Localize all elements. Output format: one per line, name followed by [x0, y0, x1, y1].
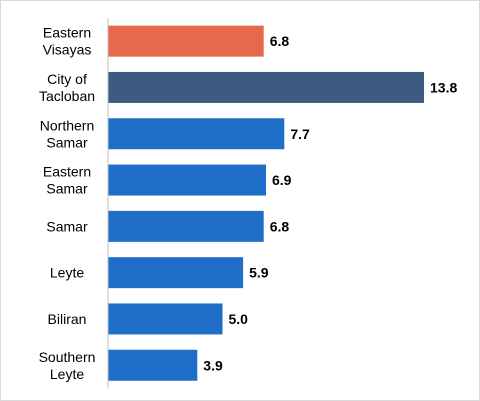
value-label: 7.7: [290, 126, 310, 142]
category-label: Leyte: [50, 265, 84, 281]
bar: [108, 25, 264, 57]
category-label: Biliran: [48, 311, 87, 327]
bars-group: [108, 25, 424, 381]
category-label: Visayas: [43, 42, 92, 58]
category-label: Eastern: [43, 164, 91, 180]
bar: [108, 118, 285, 150]
category-label: Samar: [46, 134, 88, 150]
value-label: 6.9: [272, 172, 292, 188]
category-label: City of: [47, 71, 87, 87]
category-label: Leyte: [50, 366, 84, 382]
value-label: 6.8: [270, 218, 290, 234]
bar: [108, 210, 264, 242]
bar: [108, 349, 198, 381]
value-label: 3.9: [203, 357, 223, 373]
bar: [108, 71, 424, 103]
category-label: Samar: [46, 218, 88, 234]
category-label: Samar: [46, 181, 88, 197]
bar: [108, 257, 244, 289]
value-label: 13.8: [430, 79, 457, 95]
category-label: Northern: [40, 117, 94, 133]
bar: [108, 164, 266, 196]
bar: [108, 303, 223, 335]
value-label: 5.0: [228, 311, 248, 327]
category-label: Eastern: [43, 25, 91, 41]
category-label: Tacloban: [39, 88, 95, 104]
value-label: 6.8: [270, 33, 290, 49]
category-label: Southern: [39, 349, 96, 365]
value-label: 5.9: [249, 265, 269, 281]
value-labels-group: 6.8 13.8 7.7 6.9 6.8 5.9 5.0 3.9: [203, 33, 457, 373]
